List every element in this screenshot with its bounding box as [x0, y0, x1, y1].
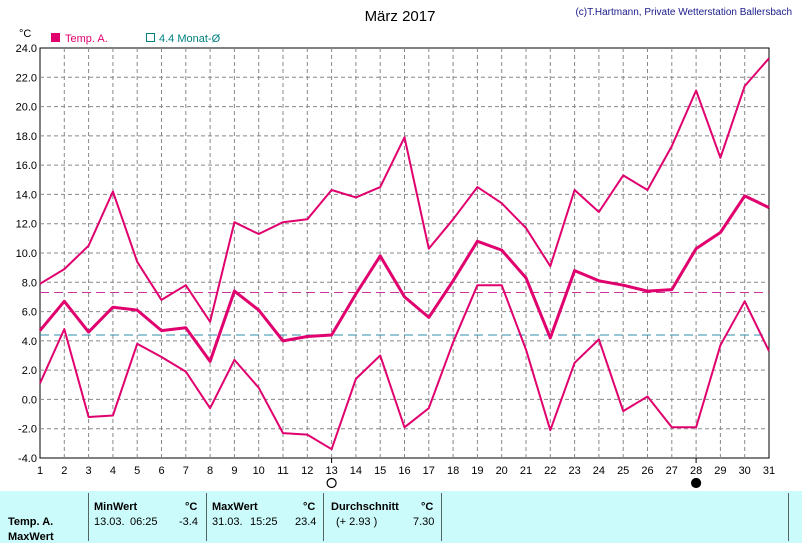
stats-divider: [206, 493, 207, 541]
x-tick-label: 31: [763, 465, 775, 477]
series-line-max: [39, 57, 770, 323]
min-time: 06:25: [130, 516, 158, 528]
x-tick-label: 17: [423, 465, 435, 477]
min-marker: [326, 477, 337, 489]
grid: [40, 48, 769, 458]
y-axis-ticks: -4.0 -2.0 0.0 2.0 4.0 6.0 8.0 10.0 12.0 14.0 16.0 1…: [16, 43, 37, 465]
y-tick-label: 4.0: [22, 336, 37, 348]
stats-divider: [788, 493, 789, 541]
chart-title: März 2017: [365, 8, 436, 25]
temperature-chart: März 2017 (c)T.Hartmann, Private Wetters…: [16, 7, 792, 489]
avg-unit: °C: [421, 501, 434, 513]
legend-swatch-monthly-avg: [146, 33, 155, 42]
series-lines: [38, 57, 770, 451]
max-value: 23.4: [295, 516, 317, 528]
y-tick-label: 16.0: [16, 160, 37, 172]
stats-row-label: Temp. A.: [8, 516, 54, 528]
x-tick-label: 9: [231, 465, 237, 477]
y-tick-label: 24.0: [16, 43, 37, 55]
min-header: MinWert: [94, 501, 138, 513]
x-tick-label: 27: [666, 465, 678, 477]
x-tick-label: 5: [134, 465, 140, 477]
max-header: MaxWert: [212, 501, 258, 513]
x-tick-label: 18: [447, 465, 459, 477]
x-tick-label: 30: [739, 465, 751, 477]
x-tick-label: 11: [277, 465, 288, 477]
x-tick-label: 23: [568, 465, 580, 477]
x-tick-label: 19: [471, 465, 483, 477]
x-tick-label: 8: [207, 465, 213, 477]
x-tick-label: 12: [301, 465, 313, 477]
series-line-min: [39, 284, 770, 451]
x-tick-label: 25: [617, 465, 629, 477]
stats-divider: [441, 493, 442, 541]
y-tick-label: 2.0: [22, 365, 37, 377]
max-unit: °C: [303, 501, 316, 513]
y-tick-label: -2.0: [18, 424, 37, 436]
y-tick-label: 0.0: [22, 394, 37, 406]
y-tick-label: 10.0: [16, 248, 37, 260]
stats-panel: Temp. A. MaxWert MinWert °C 13.03. 06:25…: [0, 491, 802, 543]
series-line-mean: [38, 194, 770, 363]
min-value: -3.4: [179, 516, 198, 528]
y-tick-label: 14.0: [16, 189, 37, 201]
x-tick-label: 13: [325, 465, 337, 477]
max-time: 15:25: [250, 516, 278, 528]
max-marker: [690, 477, 702, 489]
stats-row-label-2: MaxWert: [8, 531, 54, 543]
x-tick-label: 1: [37, 465, 43, 477]
x-tick-label: 20: [496, 465, 508, 477]
x-tick-label: 29: [714, 465, 726, 477]
x-tick-label: 21: [520, 465, 532, 477]
y-tick-label: 22.0: [16, 72, 37, 84]
y-tick-label: 8.0: [22, 277, 37, 289]
x-tick-label: 15: [374, 465, 386, 477]
legend-label-temp: Temp. A.: [65, 33, 108, 45]
y-tick-label: 18.0: [16, 131, 37, 143]
stats-divider: [323, 493, 324, 541]
x-markers: [326, 458, 702, 489]
max-date: 31.03.: [212, 516, 243, 528]
y-tick-label: 20.0: [16, 102, 37, 114]
legend-label-monthly-avg: 4.4 Monat-Ø: [159, 33, 221, 45]
y-tick-label: -4.0: [18, 453, 37, 465]
avg-delta: (+ 2.93 ): [336, 516, 378, 528]
y-unit-label: °C: [19, 28, 31, 40]
chart-credit: (c)T.Hartmann, Private Wetterstation Bal…: [575, 7, 792, 18]
x-tick-label: 16: [398, 465, 410, 477]
x-tick-label: 3: [86, 465, 92, 477]
x-tick-label: 14: [350, 465, 362, 477]
x-tick-label: 10: [253, 465, 265, 477]
x-tick-label: 4: [110, 465, 116, 477]
y-tick-label: 12.0: [16, 219, 37, 231]
min-unit: °C: [185, 501, 198, 513]
x-tick-label: 26: [641, 465, 653, 477]
x-tick-label: 6: [158, 465, 164, 477]
x-tick-label: 28: [690, 465, 702, 477]
legend: Temp. A. 4.4 Monat-Ø: [51, 33, 221, 45]
min-date: 13.03.: [94, 516, 125, 528]
avg-value: 7.30: [413, 516, 435, 528]
x-tick-label: 7: [183, 465, 189, 477]
x-tick-label: 2: [61, 465, 67, 477]
legend-swatch-temp: [51, 33, 60, 42]
y-tick-label: 6.0: [22, 307, 37, 319]
x-axis-ticks: 1 2 3 4 5 6 7 8 9 10 11 12 13 14 15 16 17 18 19 20 21 22 23 24 2…: [37, 465, 775, 477]
x-tick-label: 22: [544, 465, 556, 477]
avg-header: Durchschnitt: [331, 501, 399, 513]
x-tick-label: 24: [593, 465, 605, 477]
stats-divider: [88, 493, 89, 541]
